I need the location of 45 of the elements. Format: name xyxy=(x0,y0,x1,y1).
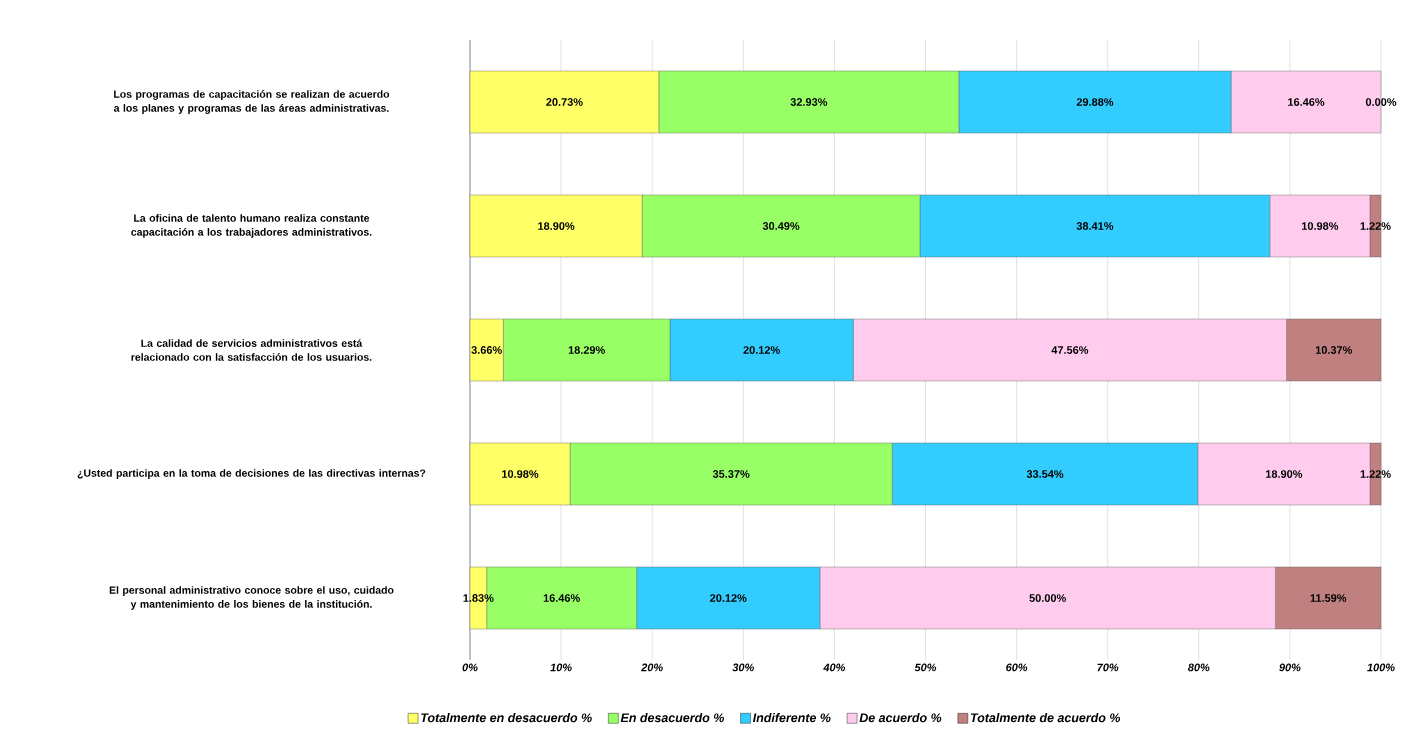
y-tick-label: El personal administrativo conoce sobre el uso, cuidado y mantenimiento de los bienes de la institución. xyxy=(109,586,394,610)
x-tick-label: 40% xyxy=(823,663,846,672)
data-label: 32.93% xyxy=(790,98,828,106)
data-label: 10.37% xyxy=(1315,346,1353,354)
y-tick-label: La calidad de servicios administrativos está relacionado con la satisfacción de los usuarios. xyxy=(131,339,372,361)
data-label: 3.66% xyxy=(471,346,502,354)
x-tick-label: 20% xyxy=(641,663,663,672)
data-label: 0.00% xyxy=(1365,98,1397,106)
x-tick-label: 60% xyxy=(1006,663,1028,672)
y-tick-label: Los programas de capacitación se realizan de acuerdo a los planes y programas de las áreas administrativas. xyxy=(113,90,390,114)
x-tick-label: 70% xyxy=(1097,663,1119,672)
data-label: 20.73% xyxy=(546,98,583,106)
y-tick-label: ¿Usted participa en la toma de decisiones de las directivas internas? xyxy=(77,469,426,479)
data-label: 10.98% xyxy=(502,470,539,478)
data-label: 30.49% xyxy=(762,222,800,230)
y-tick-label: La oficina de talento humano realiza constante capacitación a los trabajadores administrativos. xyxy=(131,214,372,238)
x-tick-label: 90% xyxy=(1279,663,1301,672)
x-tick-label: 50% xyxy=(914,663,937,672)
legend-label: Totalmente de acuerdo % xyxy=(970,713,1121,723)
x-tick-label: 100% xyxy=(1367,663,1395,672)
x-tick-label: 10% xyxy=(550,663,572,672)
data-label: 10.98% xyxy=(1301,222,1339,230)
data-label: 16.46% xyxy=(1288,98,1325,106)
data-label: 18.90% xyxy=(1266,470,1303,478)
legend-label: Totalmente en desacuerdo % xyxy=(421,713,592,723)
data-label: 50.00% xyxy=(1029,594,1066,602)
legend-label: Indiferente % xyxy=(752,713,831,723)
legend-label: En desacuerdo % xyxy=(620,713,724,723)
data-label: 20.12% xyxy=(743,346,780,354)
data-label: 38.41% xyxy=(1076,222,1114,230)
data-label: 33.54% xyxy=(1026,470,1064,478)
x-tick-label: 80% xyxy=(1187,663,1210,672)
data-label: 29.88% xyxy=(1076,98,1114,106)
data-label: 11.59% xyxy=(1310,594,1347,602)
data-label: 18.90% xyxy=(538,222,575,230)
x-tick-label: 30% xyxy=(732,663,754,672)
data-label: 1.22% xyxy=(1360,222,1391,230)
data-label: 16.46% xyxy=(543,594,580,602)
x-tick-label: 0% xyxy=(462,663,478,672)
data-label: 18.29% xyxy=(568,346,605,354)
data-label: 47.56% xyxy=(1051,346,1089,354)
data-label: 35.37% xyxy=(712,470,750,478)
data-label: 1.22% xyxy=(1360,470,1391,478)
legend-label: De acuerdo % xyxy=(859,713,942,723)
data-label: 20.12% xyxy=(710,594,747,602)
